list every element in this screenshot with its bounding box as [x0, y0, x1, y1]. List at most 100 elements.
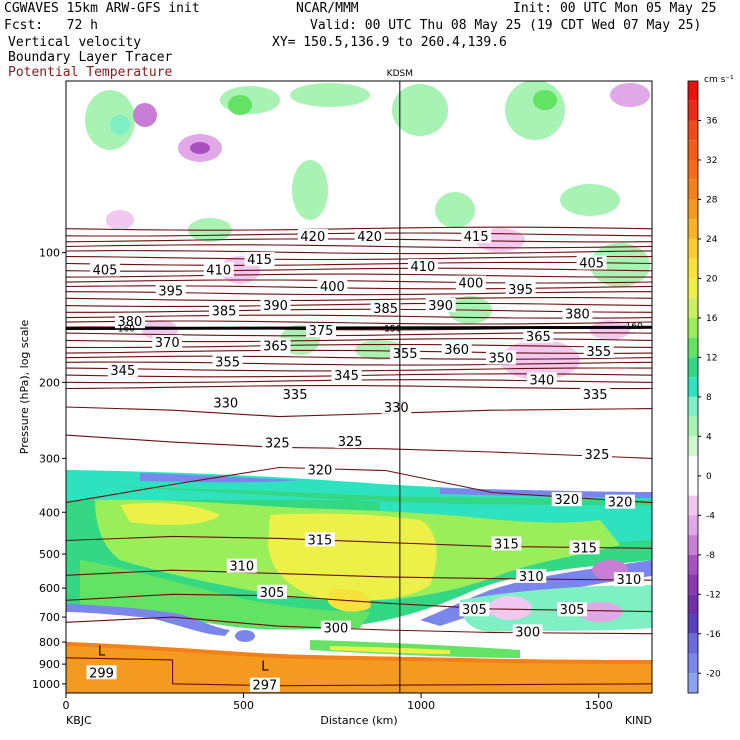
tropopause-label: 150	[384, 325, 401, 335]
colorbar-bin	[688, 554, 698, 575]
y-tick-label: 400	[39, 506, 60, 519]
contour-label-bg	[320, 620, 351, 635]
contour-label-bg	[491, 536, 522, 551]
y-tick-label: 100	[39, 247, 60, 260]
contour-label-bg	[304, 462, 335, 477]
colorbar-bin	[688, 535, 698, 555]
positive-w-patch	[110, 115, 130, 135]
header-init: Init: 00 UTC Mon 05 May 25	[513, 1, 717, 16]
contour-label-bg	[486, 350, 517, 365]
troposphere-core	[120, 503, 220, 526]
contour-label-bg	[569, 540, 600, 555]
x-tick-label: 500	[233, 699, 254, 712]
contour-label: 310	[519, 570, 544, 585]
colorbar-bin	[688, 515, 698, 536]
theta-isentrope	[66, 267, 652, 272]
x-tick-label: 1500	[585, 699, 613, 712]
y-tick-label: 200	[39, 376, 60, 389]
contour-label-bg	[256, 584, 287, 599]
colorbar-label: -4	[706, 511, 715, 521]
contour-label-bg	[155, 283, 186, 298]
y-tick-label: 300	[39, 452, 60, 465]
theta-isentrope	[66, 255, 652, 261]
colorbar-bin	[688, 614, 698, 634]
contour-label-bg	[581, 447, 612, 462]
colorbar-label: 8	[706, 393, 712, 403]
header-forecast-hour: Fcst: 72 h	[4, 18, 98, 33]
contour-label-bg	[90, 262, 121, 277]
troposphere-high-w	[66, 485, 652, 602]
colorbar-bin	[688, 159, 698, 180]
contour-label: 320	[554, 493, 579, 508]
contour-label: 299	[89, 666, 114, 681]
contour-label-bg	[280, 387, 311, 402]
contour-label: 360	[444, 343, 469, 358]
colorbar-bin	[688, 258, 698, 279]
contour-label-bg	[203, 262, 234, 277]
colorbar: 36 32 28 24 20 16 12 8 4 0 -4 -8 -12 -16 -20	[687, 80, 721, 694]
contour-label: 420	[357, 230, 382, 245]
colorbar-bin	[688, 396, 698, 417]
theta-isentrope	[66, 226, 652, 231]
theta-isentrope	[66, 297, 652, 302]
contour-label: 325	[585, 448, 610, 463]
contour-label: 300	[324, 622, 349, 637]
boundary-layer-tracer	[66, 642, 652, 693]
y-tick-label: 600	[39, 582, 60, 595]
contour-label-bg	[86, 665, 117, 680]
contour-label: 365	[263, 339, 288, 354]
y-tick-label: 800	[39, 636, 60, 649]
contour-label: 350	[489, 351, 514, 366]
header-line1-left: CGWAVES 15km ARW-GFS init	[4, 1, 200, 16]
colorbar-bin	[688, 574, 698, 595]
downward-cell	[235, 630, 255, 642]
contour-label: 330	[384, 401, 409, 416]
positive-w-patch	[590, 243, 650, 287]
colorbar-frame	[687, 80, 699, 694]
colorbar-bin	[688, 673, 698, 693]
colorbar-bin	[688, 238, 698, 259]
colorbar-label: -16	[706, 630, 721, 640]
colorbar-bin	[688, 377, 698, 397]
theta-isentrope	[66, 308, 652, 313]
theta-isentrope	[66, 250, 652, 255]
contour-label-bg	[304, 532, 335, 547]
contour-label-bg	[210, 395, 241, 410]
theta-isentrope	[66, 385, 652, 390]
station-label-kdsm: KDSM	[387, 69, 413, 79]
colorbar-label: 0	[706, 472, 712, 482]
positive-w-patch	[292, 160, 328, 220]
y-axis: 100 200 300 400 500 600 700 800 900 1000	[32, 247, 66, 691]
contour-label-bg	[260, 338, 291, 353]
colorbar-bin	[688, 140, 698, 160]
contour-label-bg	[512, 624, 543, 639]
contour-label-bg	[459, 602, 490, 617]
colorbar-label: 36	[706, 116, 718, 126]
contour-label-bg	[461, 228, 492, 243]
colorbar-bin	[688, 199, 698, 220]
field-vertical-velocity: Vertical velocity	[8, 35, 142, 50]
colorbar-label: 28	[706, 195, 718, 205]
y-tick-label: 500	[39, 548, 60, 561]
contour-label: 375	[309, 324, 334, 339]
contour-label-bg	[583, 343, 614, 358]
contour-label: 297	[252, 679, 277, 694]
contour-label-bg	[425, 298, 456, 313]
contour-label: 380	[118, 315, 143, 330]
contour-label: 395	[158, 284, 183, 299]
contour-label: 370	[155, 336, 180, 351]
theta-isentrope	[66, 361, 652, 366]
colorbar-label: 24	[706, 235, 718, 245]
colorbar-label: 20	[706, 274, 718, 284]
contour-label: 385	[373, 302, 398, 317]
contour-label-bg	[305, 323, 336, 338]
contour-label: 305	[560, 603, 585, 618]
contour-label: 395	[508, 283, 533, 298]
colorbar-bin	[688, 219, 698, 239]
contour-label-bg	[551, 492, 582, 507]
positive-w-patch	[505, 81, 565, 140]
contour-label: 315	[308, 533, 333, 548]
negative-w-patch	[500, 340, 580, 380]
theta-isentrope	[66, 657, 652, 687]
